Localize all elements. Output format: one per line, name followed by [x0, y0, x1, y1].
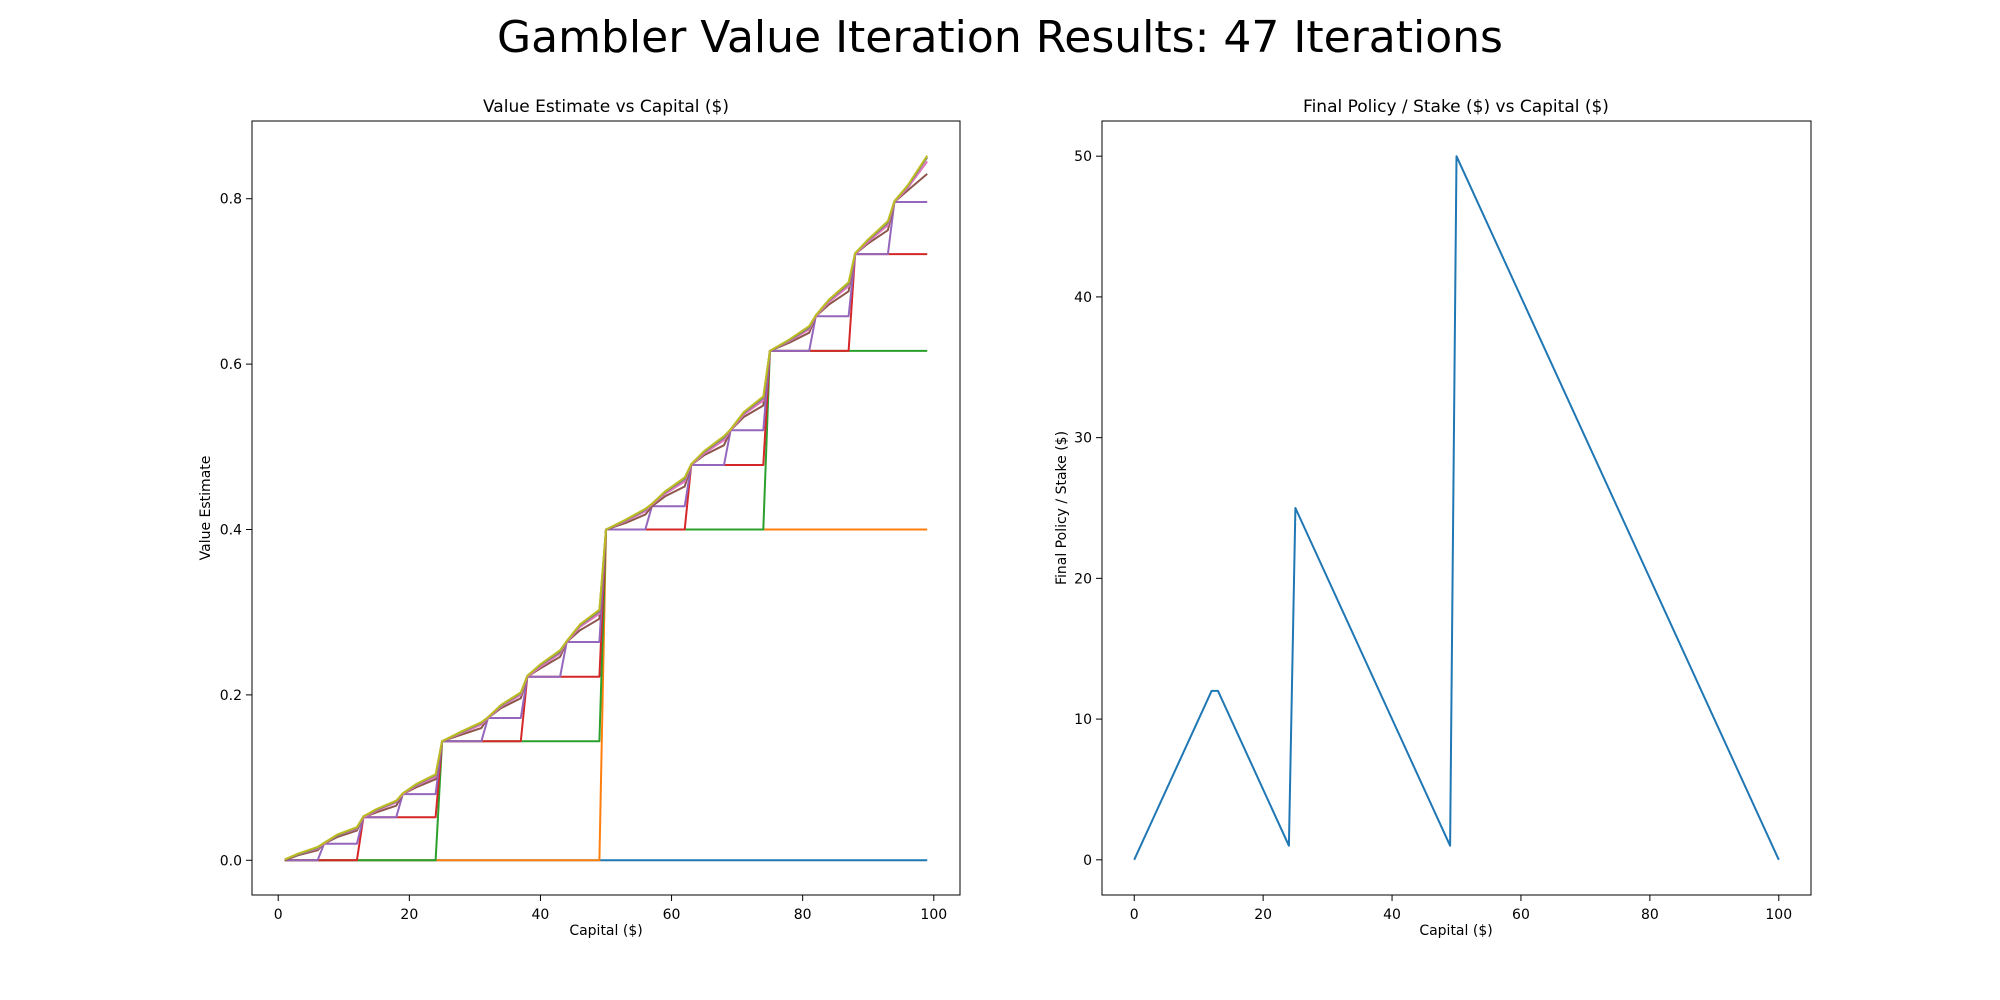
- y-tick-label: 0.8: [220, 192, 242, 208]
- tick-group: 0 20 40 60 80 100 0.0 0.2 0.4 0.6 0.8: [220, 192, 947, 923]
- x-tick-label: 60: [663, 907, 681, 923]
- series-group: [284, 155, 929, 862]
- plot-frame: [1101, 120, 1812, 896]
- y-axis-label: Final Policy / Stake ($): [1054, 431, 1070, 585]
- plot-frame: [251, 120, 961, 896]
- series-line-0: [1133, 155, 1780, 861]
- y-tick-label: 20: [1074, 571, 1092, 587]
- series-line-1: [284, 528, 928, 862]
- final-policy-chart: Final Policy / Stake ($) vs Capital ($) …: [1054, 97, 1812, 939]
- x-tick-label: 0: [274, 907, 283, 923]
- x-tick-label: 100: [1765, 907, 1792, 923]
- x-tick-label: 100: [920, 907, 947, 923]
- y-tick-label: 50: [1074, 149, 1092, 165]
- series-group: [1133, 155, 1780, 861]
- x-tick-label: 20: [400, 907, 418, 923]
- series-line-6: [284, 160, 929, 861]
- figure-title: Gambler Value Iteration Results: 47 Iter…: [497, 12, 1503, 63]
- y-tick-label: 30: [1074, 431, 1092, 447]
- y-tick-label: 0: [1083, 853, 1092, 869]
- x-tick-label: 60: [1512, 907, 1530, 923]
- x-tick-label: 80: [794, 907, 812, 923]
- y-tick-label: 0.6: [220, 357, 242, 373]
- y-axis-label: Value Estimate: [198, 456, 214, 561]
- value-estimate-chart: Value Estimate vs Capital ($) 0 20 40 60 80 1…: [198, 97, 961, 939]
- series-line-2: [284, 349, 928, 862]
- x-tick-label: 40: [1383, 907, 1401, 923]
- tick-group: 0 20 40 60 80 100 0 10 20 30 40 50: [1074, 149, 1792, 923]
- y-tick-label: 0.2: [220, 688, 242, 704]
- y-tick-label: 10: [1074, 712, 1092, 728]
- x-tick-label: 40: [532, 907, 550, 923]
- chart-title: Final Policy / Stake ($) vs Capital ($): [1303, 97, 1609, 117]
- chart-title: Value Estimate vs Capital ($): [483, 97, 729, 117]
- series-line-7: [284, 156, 929, 861]
- x-tick-label: 20: [1254, 907, 1272, 923]
- x-axis-label: Capital ($): [569, 923, 642, 939]
- x-tick-label: 0: [1130, 907, 1139, 923]
- x-axis-label: Capital ($): [1419, 923, 1492, 939]
- y-tick-label: 40: [1074, 290, 1092, 306]
- series-line-8: [284, 155, 929, 861]
- x-tick-label: 80: [1641, 907, 1659, 923]
- y-tick-label: 0.0: [220, 853, 242, 869]
- series-line-5: [284, 173, 928, 862]
- y-tick-label: 0.4: [220, 523, 242, 539]
